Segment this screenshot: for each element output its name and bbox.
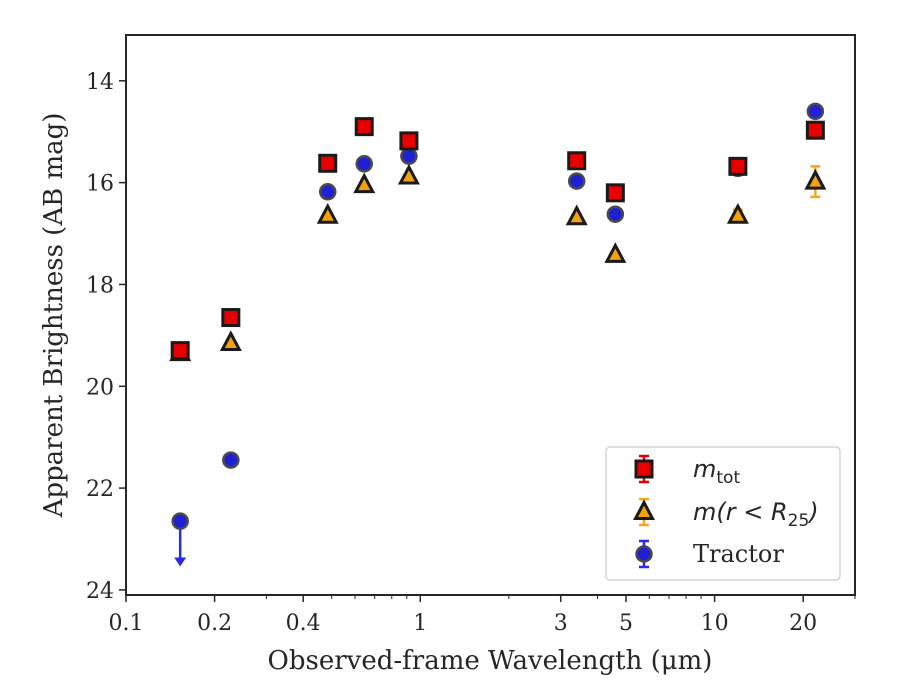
legend-label-subscript: tot bbox=[716, 468, 740, 488]
y-tick-label: 18 bbox=[86, 273, 114, 298]
x-tick-label: 20 bbox=[789, 611, 817, 636]
data-point bbox=[806, 102, 825, 121]
plot-frame bbox=[125, 34, 856, 596]
legend-label-main: m bbox=[693, 455, 716, 483]
legend-marker bbox=[633, 499, 655, 520]
series-triangle bbox=[169, 163, 827, 362]
legend-box bbox=[605, 446, 841, 581]
data-point bbox=[804, 168, 827, 190]
data-point bbox=[606, 205, 625, 223]
data-point bbox=[318, 153, 338, 173]
y-tick-label: 22 bbox=[86, 477, 114, 502]
data-point bbox=[353, 172, 376, 194]
legend-label: Tractor bbox=[693, 540, 784, 568]
data-point bbox=[318, 183, 337, 201]
legend-label-subscript: 25 bbox=[788, 511, 810, 531]
data-point bbox=[219, 330, 242, 351]
y-tick-label: 14 bbox=[86, 70, 114, 95]
x-tick-label: 1 bbox=[413, 611, 427, 636]
data-point bbox=[397, 163, 420, 185]
upper-limit-arrowhead bbox=[174, 557, 187, 567]
y-tick-label: 20 bbox=[86, 375, 114, 400]
y-tick-label: 16 bbox=[86, 172, 114, 197]
x-axis-label: Observed-frame Wavelength (μm) bbox=[268, 646, 713, 676]
data-point bbox=[222, 451, 240, 469]
data-point bbox=[171, 512, 189, 530]
x-tick-label: 0.1 bbox=[109, 611, 144, 636]
data-point bbox=[605, 183, 625, 203]
data-point bbox=[567, 151, 587, 171]
y-tick-label: 24 bbox=[86, 579, 114, 604]
data-point bbox=[354, 117, 374, 137]
legend-label-main: m(r < R bbox=[693, 498, 788, 526]
data-point bbox=[316, 203, 339, 224]
data-point bbox=[565, 204, 588, 226]
data-point bbox=[604, 242, 627, 263]
legend-label-tail: ) bbox=[807, 498, 818, 526]
x-tick-label: 0.4 bbox=[286, 611, 321, 636]
legend-label: mtot bbox=[693, 455, 740, 488]
data-point bbox=[355, 155, 373, 173]
x-tick-label: 10 bbox=[701, 611, 729, 636]
data-marks bbox=[169, 102, 827, 567]
data-point bbox=[400, 147, 418, 165]
axis-ticks: 0.1 0.2 0.4 1 3 5 10 20 14 16 18 20 22 24 bbox=[86, 70, 856, 636]
series-square bbox=[170, 117, 825, 361]
data-point bbox=[567, 172, 586, 190]
data-point bbox=[170, 341, 190, 361]
x-tick-label: 0.2 bbox=[197, 611, 232, 636]
y-axis-label: Apparent Brightness (AB mag) bbox=[39, 113, 69, 519]
x-tick-label: 5 bbox=[619, 611, 633, 636]
data-point bbox=[805, 120, 825, 140]
legend-marker bbox=[634, 459, 654, 479]
legend-label: m(r < R25) bbox=[693, 498, 819, 531]
data-point bbox=[399, 131, 419, 151]
legend-marker bbox=[635, 545, 653, 563]
legend: mtot m(r < R25) Tractor bbox=[605, 446, 841, 581]
data-point bbox=[728, 156, 748, 176]
data-point bbox=[221, 308, 241, 328]
x-tick-label: 3 bbox=[554, 611, 568, 636]
data-point bbox=[726, 203, 749, 224]
legend-label-main: Tractor bbox=[693, 540, 784, 568]
